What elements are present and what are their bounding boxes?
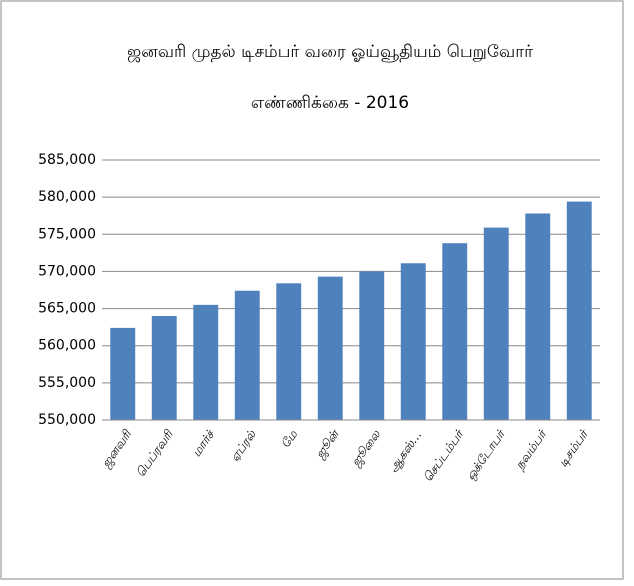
- chart-frame: [0, 0, 624, 580]
- y-tick-label: 575,000: [38, 226, 96, 242]
- bar: [359, 271, 385, 420]
- bar: [193, 304, 219, 420]
- y-tick-label: 580,000: [38, 189, 96, 205]
- bar: [110, 327, 136, 420]
- bar: [317, 276, 343, 420]
- bar: [483, 227, 509, 420]
- chart-title: எண்ணிக்கை - 2016: [251, 93, 409, 113]
- bar: [234, 290, 260, 420]
- y-tick-label: 570,000: [38, 263, 96, 279]
- chart-title: ஜனவரி முதல் டிசம்பர் வரை ஓய்வூதியம் பெறு…: [127, 42, 533, 63]
- bar: [151, 316, 177, 420]
- bar: [276, 283, 302, 420]
- bar: [442, 243, 468, 420]
- y-tick-label: 565,000: [38, 301, 96, 317]
- bar: [566, 201, 592, 420]
- y-tick-label: 585,000: [38, 152, 96, 168]
- y-tick-label: 550,000: [38, 412, 96, 428]
- bar: [400, 263, 426, 420]
- y-tick-label: 560,000: [38, 338, 96, 354]
- y-tick-label: 555,000: [38, 375, 96, 391]
- bar: [525, 213, 551, 420]
